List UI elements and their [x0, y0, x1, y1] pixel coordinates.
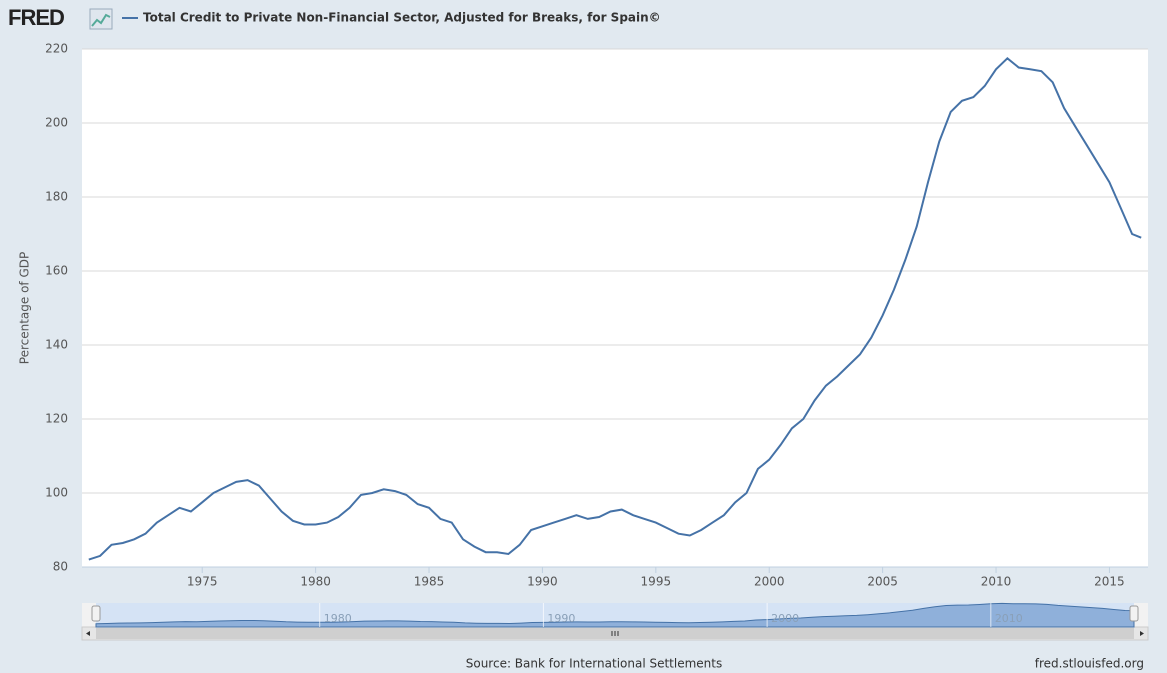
data-line: [88, 56, 1142, 561]
x-tick-label: 1985: [414, 575, 445, 589]
x-tick-label: 2005: [867, 575, 898, 589]
brand-logo: FRED: [8, 5, 64, 30]
y-tick-label: 140: [45, 338, 68, 352]
y-tick-label: 120: [45, 412, 68, 426]
y-tick-label: 160: [45, 264, 68, 278]
y-tick-label: 100: [45, 486, 68, 500]
plot-area: [82, 49, 1148, 567]
navigator-handle[interactable]: [91, 605, 101, 622]
scroll-left-arrow[interactable]: [86, 631, 90, 636]
x-tick-label: 2010: [981, 575, 1012, 589]
y-tick-label: 180: [45, 190, 68, 204]
x-tick-label: 1990: [527, 575, 558, 589]
navigator-tick-label: 1980: [324, 612, 352, 625]
navigator-handle[interactable]: [1129, 605, 1139, 622]
x-tick-label: 1995: [641, 575, 672, 589]
source-note: Source: Bank for International Settlemen…: [466, 657, 723, 671]
y-tick-label: 220: [45, 42, 68, 56]
x-tick-label: 1980: [300, 575, 331, 589]
logo-icon: [89, 8, 113, 30]
navigator-tick-label: 1990: [547, 612, 575, 625]
y-tick-label: 80: [53, 560, 68, 574]
scrollbar-grip: [611, 631, 619, 636]
scroll-right-arrow[interactable]: [1140, 631, 1144, 636]
y-axis-label: Percentage of GDP: [18, 252, 32, 364]
legend-label: Total Credit to Private Non-Financial Se…: [143, 11, 661, 25]
navigator-tick-label: 2010: [995, 612, 1023, 625]
navigator-tick-label: 2000: [771, 612, 799, 625]
x-tick-label: 2000: [754, 575, 785, 589]
x-tick-label: 1975: [187, 575, 218, 589]
y-tick-label: 200: [45, 116, 68, 130]
credit: fred.stlouisfed.org: [1035, 657, 1144, 671]
x-tick-label: 2015: [1094, 575, 1125, 589]
